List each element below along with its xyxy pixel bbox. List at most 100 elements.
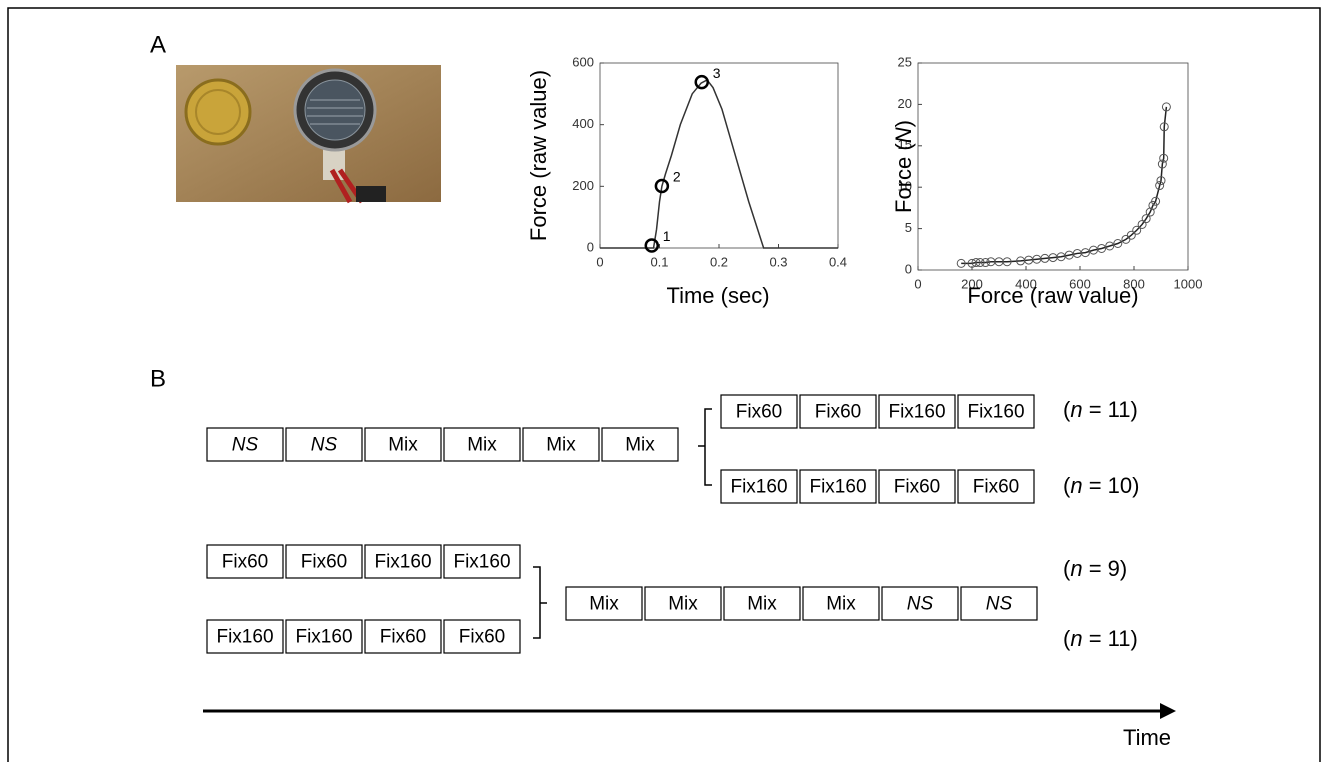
group-size-part: n: [1070, 626, 1082, 651]
x-axis-label: Time (sec): [666, 283, 769, 308]
block-label: Fix60: [815, 402, 861, 423]
block: [644, 586, 722, 621]
y-axis-label-part: N: [891, 127, 916, 143]
group-size-part: = 10): [1083, 473, 1140, 498]
group-size: (n = 11): [1063, 626, 1138, 651]
y-tick-label: 25: [898, 54, 912, 69]
block-label: Fix60: [459, 627, 505, 648]
marked-point: [694, 74, 709, 90]
block: [878, 394, 956, 429]
block: [878, 469, 956, 504]
block-label: NS: [232, 435, 259, 456]
block-label: Fix160: [216, 627, 273, 648]
scatter-point: [1080, 248, 1090, 258]
y-tick-label: 10: [898, 179, 912, 194]
scatter-point: [981, 258, 990, 268]
group-size-part: n: [1070, 556, 1082, 581]
data-line: [600, 79, 838, 249]
block: [364, 427, 442, 462]
block: [802, 586, 880, 621]
x-tick-label: 0.1: [650, 254, 668, 269]
block: [285, 427, 363, 462]
block-label: NS: [907, 594, 934, 615]
point-label: 1: [663, 228, 671, 244]
block-label: Fix60: [222, 552, 268, 573]
block-label: Mix: [589, 594, 619, 615]
scatter-point: [1159, 122, 1169, 132]
group-size-part: = 11): [1083, 397, 1138, 422]
block: [206, 427, 284, 462]
scatter-point: [1159, 153, 1169, 163]
x-tick-label: 1000: [1174, 276, 1203, 291]
plot-frame: [917, 62, 1189, 271]
data-line: [961, 106, 1168, 265]
block: [443, 544, 521, 579]
block: [957, 394, 1035, 429]
y-tick-label: 0: [905, 261, 912, 276]
marked-point: [654, 178, 670, 194]
block: [799, 394, 877, 429]
block-label: Mix: [747, 594, 777, 615]
scatter-point: [971, 258, 981, 268]
block: [364, 544, 442, 579]
block: [957, 469, 1035, 504]
group-size-part: n: [1070, 397, 1082, 422]
scatter-point: [956, 258, 966, 268]
block-label: Fix160: [295, 627, 352, 648]
block-label: Fix160: [730, 477, 787, 498]
block-label: Mix: [826, 594, 856, 615]
block: [720, 469, 798, 504]
group-size: (n = 10): [1063, 473, 1139, 498]
block-label: Fix160: [453, 552, 510, 573]
sensor-photo: [176, 65, 441, 204]
scatter-point: [1126, 230, 1136, 240]
block-label: Fix60: [973, 477, 1019, 498]
block: [206, 544, 284, 579]
panel-label: B: [150, 365, 166, 392]
block: [723, 586, 801, 621]
x-tick-label: 0.2: [710, 254, 728, 269]
group-size-part: n: [1070, 473, 1082, 498]
block: [364, 619, 442, 654]
point-label: 3: [713, 65, 721, 81]
scatter-point: [1151, 196, 1161, 206]
block: [443, 619, 521, 654]
block-label: Mix: [668, 594, 698, 615]
block: [881, 586, 959, 621]
y-axis-label: Force (N): [891, 120, 916, 213]
group-size: (n = 9): [1063, 556, 1127, 581]
x-tick-label: 600: [1069, 276, 1091, 291]
x-axis-label: Force (raw value): [967, 283, 1138, 308]
block: [206, 619, 284, 654]
block: [285, 544, 363, 579]
block-label: Mix: [625, 435, 655, 456]
scatter-point: [1141, 214, 1151, 224]
y-tick-label: 15: [898, 137, 912, 152]
block-label: NS: [986, 594, 1013, 615]
time-arrow-head: [1160, 703, 1176, 719]
block-label: Mix: [546, 435, 576, 456]
block-label: NS: [311, 435, 338, 456]
x-tick-label: 400: [1015, 276, 1037, 291]
group-size-part: (: [1063, 397, 1071, 422]
bracket: [698, 408, 712, 486]
y-tick-label: 400: [572, 116, 594, 131]
block-label: Fix160: [888, 402, 945, 423]
y-axis-label-part: Force (: [891, 143, 916, 213]
block-label: Fix60: [894, 477, 940, 498]
block-label: Mix: [467, 435, 497, 456]
y-axis-label-part: ): [891, 120, 916, 127]
group-size-part: (: [1063, 626, 1071, 651]
block: [522, 427, 600, 462]
y-tick-label: 200: [572, 178, 594, 193]
time-label: Time: [1123, 725, 1171, 750]
block-label: Fix60: [380, 627, 426, 648]
scatter-point: [1156, 176, 1166, 186]
scatter-point: [1097, 243, 1107, 253]
scatter-point: [1113, 239, 1123, 249]
scatter-point: [975, 258, 985, 268]
group-size: (n = 11): [1063, 397, 1138, 422]
scatter-point: [1105, 241, 1115, 251]
block: [565, 586, 643, 621]
x-tick-label: 800: [1123, 276, 1145, 291]
